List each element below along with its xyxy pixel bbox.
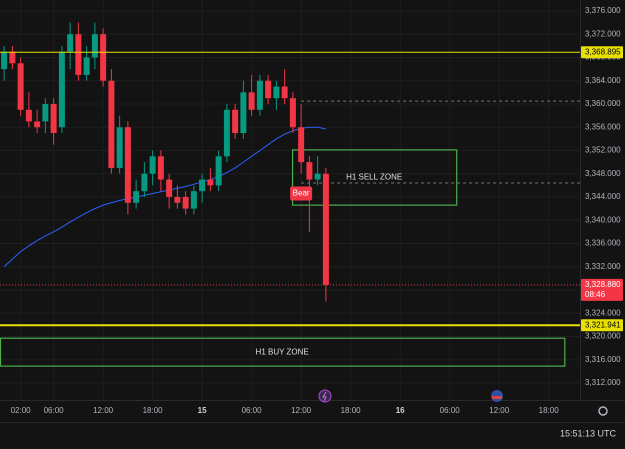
candle-body <box>314 173 321 180</box>
candle-body <box>91 34 98 58</box>
zone-label: H1 BUY ZONE <box>256 347 309 356</box>
y-tick-label: 3,316.000 <box>585 355 621 364</box>
x-tick-label: 18:00 <box>341 406 362 415</box>
lightning-icon <box>322 391 327 402</box>
countdown: 08:46 <box>585 290 606 299</box>
candle-body <box>265 80 272 99</box>
candle-body <box>289 98 296 128</box>
x-tick-label: 02:00 <box>11 406 32 415</box>
candle-body <box>248 92 255 110</box>
candle-body <box>190 191 197 209</box>
y-tick-label: 3,340.000 <box>585 215 621 224</box>
event-icon[interactable] <box>318 389 332 403</box>
candle-body <box>215 156 222 186</box>
candle-body <box>34 121 41 128</box>
candle-body <box>182 196 189 209</box>
candle-body <box>199 179 206 192</box>
y-tick-label: 3,336.000 <box>585 239 621 248</box>
x-tick-label: 12:00 <box>291 406 312 415</box>
y-tick-label: 3,332.000 <box>585 262 621 271</box>
candle-body <box>149 156 156 174</box>
candle-body <box>9 51 16 64</box>
y-tick-label: 3,356.000 <box>585 122 621 131</box>
candle-body <box>141 173 148 192</box>
candle-body <box>281 86 288 99</box>
y-tick-label: 3,376.000 <box>585 6 621 15</box>
candle-body <box>83 57 90 75</box>
last-price-tag <box>581 278 623 301</box>
y-tick-label: 3,312.000 <box>585 378 621 387</box>
level-label: 3,368.895 <box>585 47 621 56</box>
y-tick-label: 3,324.000 <box>585 308 621 317</box>
candle-body <box>75 34 82 75</box>
y-tick-label: 3,364.000 <box>585 76 621 85</box>
x-tick-label: 06:00 <box>242 406 263 415</box>
zone-box <box>291 149 458 206</box>
x-tick-label: 12:00 <box>93 406 114 415</box>
x-tick-label: 16 <box>396 406 405 415</box>
y-tick-label: 3,348.000 <box>585 169 621 178</box>
plot: 3,376.0003,372.0003,368.0003,364.0003,36… <box>0 0 623 415</box>
zone-label: H1 SELL ZONE <box>346 173 402 182</box>
x-tick-label: 06:00 <box>440 406 461 415</box>
clock: 15:51:13 UTC <box>560 428 617 438</box>
candle-body <box>298 127 305 163</box>
candle-body <box>174 196 181 203</box>
candle-body <box>322 173 329 285</box>
candle-body <box>133 191 140 203</box>
candle-body <box>273 86 280 99</box>
candle-body <box>108 80 115 168</box>
candle-body <box>17 63 24 110</box>
x-tick-label: 12:00 <box>489 406 510 415</box>
y-tick-label: 3,352.000 <box>585 146 621 155</box>
y-tick-label: 3,320.000 <box>585 332 621 341</box>
y-tick-label: 3,360.000 <box>585 99 621 108</box>
candle-body <box>67 34 74 52</box>
candle-body <box>124 127 131 203</box>
level-tag <box>581 319 623 332</box>
last-price-label: 3,328.880 <box>585 280 621 289</box>
x-tick-label: 18:00 <box>539 406 560 415</box>
candle-body <box>100 34 107 81</box>
candle-body <box>1 51 8 70</box>
x-tick-label: 18:00 <box>143 406 164 415</box>
annotation-box <box>290 186 313 201</box>
x-tick-label: 06:00 <box>44 406 65 415</box>
candle-body <box>306 162 313 180</box>
candle-body <box>207 179 214 186</box>
candle-body <box>256 80 263 110</box>
candle-body <box>157 156 164 180</box>
candle-body <box>42 103 49 122</box>
y-tick-label: 3,372.000 <box>585 29 621 38</box>
settings-icon[interactable] <box>598 406 608 416</box>
level-tag <box>581 46 623 59</box>
candle-body <box>166 179 173 197</box>
level-label: 3,321.941 <box>585 320 621 329</box>
candle-body <box>50 103 57 134</box>
moving-average <box>3 126 326 268</box>
candle-body <box>232 109 239 134</box>
candle-body <box>116 127 123 168</box>
x-tick-label: 15 <box>198 406 207 415</box>
candle-body <box>25 109 32 122</box>
flag-stripe <box>492 396 502 399</box>
annotation-text: Bear <box>293 189 310 198</box>
y-tick-label: 3,344.000 <box>585 192 621 201</box>
zone-box <box>0 337 566 367</box>
candle-body <box>240 92 247 134</box>
candle-body <box>58 51 65 128</box>
candle-body <box>223 109 230 157</box>
